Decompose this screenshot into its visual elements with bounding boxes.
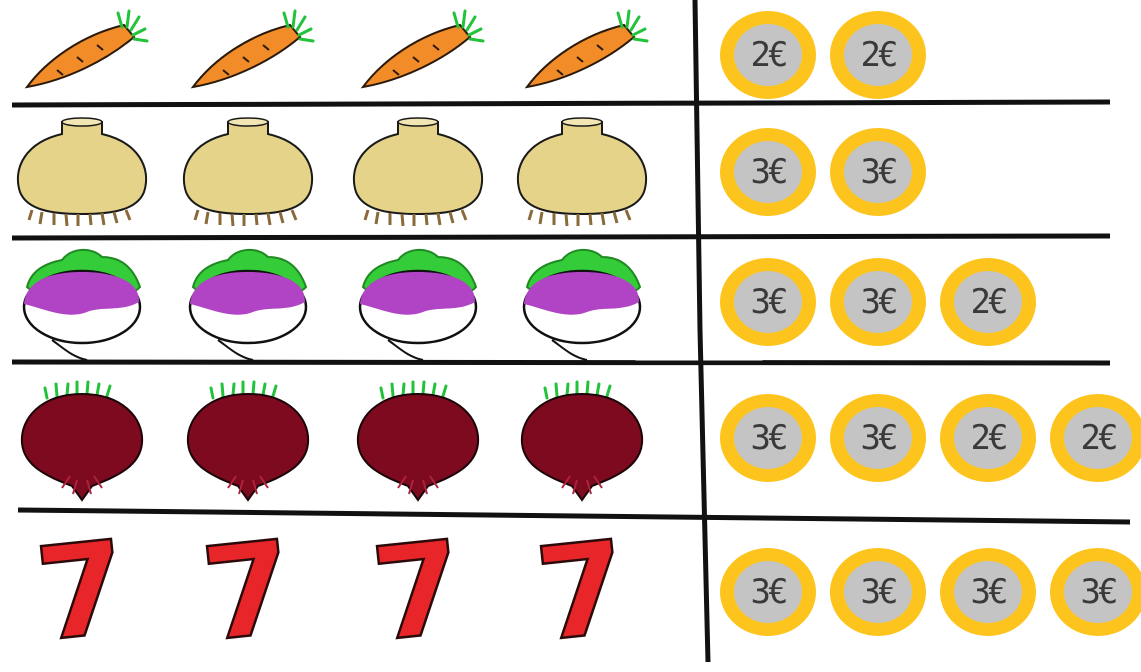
seven-icon[interactable]: 7 <box>529 512 636 672</box>
beet-icon[interactable] <box>356 380 480 502</box>
coin-value-label: 2€ <box>751 35 786 75</box>
coin-value-label: 3€ <box>751 572 786 612</box>
coin-value-label: 3€ <box>861 152 896 192</box>
row-5: 7 7 7 7 3€ 3€ 3€ 3€ <box>29 512 1141 672</box>
row-1: 2€ 2€ <box>25 9 926 99</box>
coin[interactable]: 3€ <box>720 258 816 346</box>
seven-icon[interactable]: 7 <box>29 512 136 672</box>
onion-icon[interactable] <box>352 116 484 228</box>
coin[interactable]: 2€ <box>1050 394 1141 482</box>
onion-icon[interactable] <box>516 116 648 228</box>
seven-icon[interactable]: 7 <box>365 512 472 672</box>
row-4: 3€ 3€ 2€ 2€ <box>20 380 1141 502</box>
coin[interactable]: 3€ <box>720 394 816 482</box>
row-2: 3€ 3€ <box>16 116 926 228</box>
row-divider <box>11 233 1111 241</box>
divider-vertical <box>692 0 711 663</box>
beet-icon[interactable] <box>186 380 310 502</box>
row-3: 3€ 3€ 2€ <box>22 248 1036 362</box>
turnip-icon[interactable] <box>358 248 478 362</box>
carrot-icon[interactable] <box>361 9 485 89</box>
coin[interactable]: 3€ <box>720 128 816 216</box>
beet-icon[interactable] <box>20 380 144 502</box>
turnip-icon[interactable] <box>522 248 642 362</box>
turnip-icon[interactable] <box>188 248 308 362</box>
carrot-icon[interactable] <box>25 9 149 89</box>
grid <box>11 0 1131 663</box>
coin-value-label: 3€ <box>861 418 896 458</box>
row-divider <box>17 507 1131 525</box>
coin[interactable]: 3€ <box>940 548 1036 636</box>
coin-value-label: 2€ <box>971 418 1006 458</box>
coin-value-label: 2€ <box>861 35 896 75</box>
coin[interactable]: 3€ <box>1050 548 1141 636</box>
rows: 2€ 2€3€ 3€3€ 3€ 2€3€ 3€ 2€ 2€7 7 7 7 3€ 3€ 3€ 3€ <box>16 9 1141 672</box>
coin-value-label: 3€ <box>751 152 786 192</box>
coin[interactable]: 2€ <box>720 11 816 99</box>
coin-value-label: 2€ <box>971 282 1006 322</box>
row-divider <box>11 99 1111 108</box>
carrot-icon[interactable] <box>191 9 315 89</box>
carrot-icon[interactable] <box>525 9 649 89</box>
coin[interactable]: 3€ <box>830 128 926 216</box>
coin-value-label: 3€ <box>861 572 896 612</box>
coin-value-label: 3€ <box>1081 572 1116 612</box>
coin-value-label: 3€ <box>861 282 896 322</box>
coin[interactable]: 2€ <box>940 258 1036 346</box>
coin[interactable]: 3€ <box>720 548 816 636</box>
coin-value-label: 3€ <box>751 418 786 458</box>
coin-value-label: 3€ <box>971 572 1006 612</box>
coin[interactable]: 3€ <box>830 394 926 482</box>
onion-icon[interactable] <box>182 116 314 228</box>
coin[interactable]: 2€ <box>940 394 1036 482</box>
coin-value-label: 2€ <box>1081 418 1116 458</box>
coin[interactable]: 3€ <box>830 548 926 636</box>
coin[interactable]: 3€ <box>830 258 926 346</box>
turnip-icon[interactable] <box>22 248 142 362</box>
coin-value-label: 3€ <box>751 282 786 322</box>
onion-icon[interactable] <box>16 116 148 228</box>
row-divider <box>11 359 1111 366</box>
beet-icon[interactable] <box>520 380 644 502</box>
seven-icon[interactable]: 7 <box>195 512 302 672</box>
coin[interactable]: 2€ <box>830 11 926 99</box>
